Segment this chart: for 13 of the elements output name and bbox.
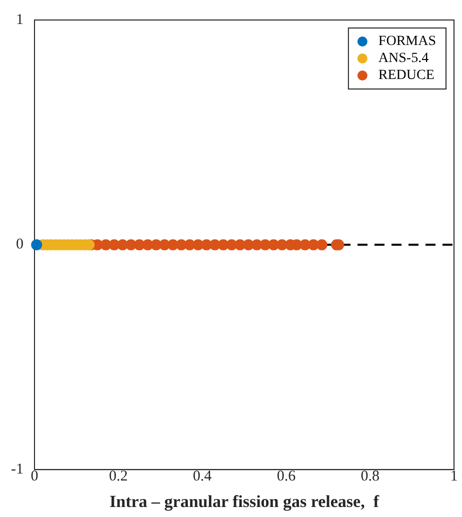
- x-tick-label: 0.6: [276, 468, 296, 485]
- y-tick-label: -1: [10, 462, 24, 478]
- legend-label: ANS-5.4: [378, 51, 429, 66]
- legend-label: FORMAS: [378, 34, 436, 50]
- x-axis-title: Intra – granular fission gas release, f: [110, 492, 380, 512]
- x-tick-label: 0: [30, 468, 38, 485]
- legend-label: REDUCE: [378, 68, 434, 84]
- x-tick-label: 0.2: [109, 468, 128, 485]
- x-tick-label: 0.4: [192, 468, 212, 485]
- x-tick-label: 1: [450, 468, 458, 485]
- y-tick-label: 0: [16, 236, 24, 253]
- x-tick-label: 0.8: [360, 468, 380, 485]
- y-tick-label: 1: [16, 12, 24, 28]
